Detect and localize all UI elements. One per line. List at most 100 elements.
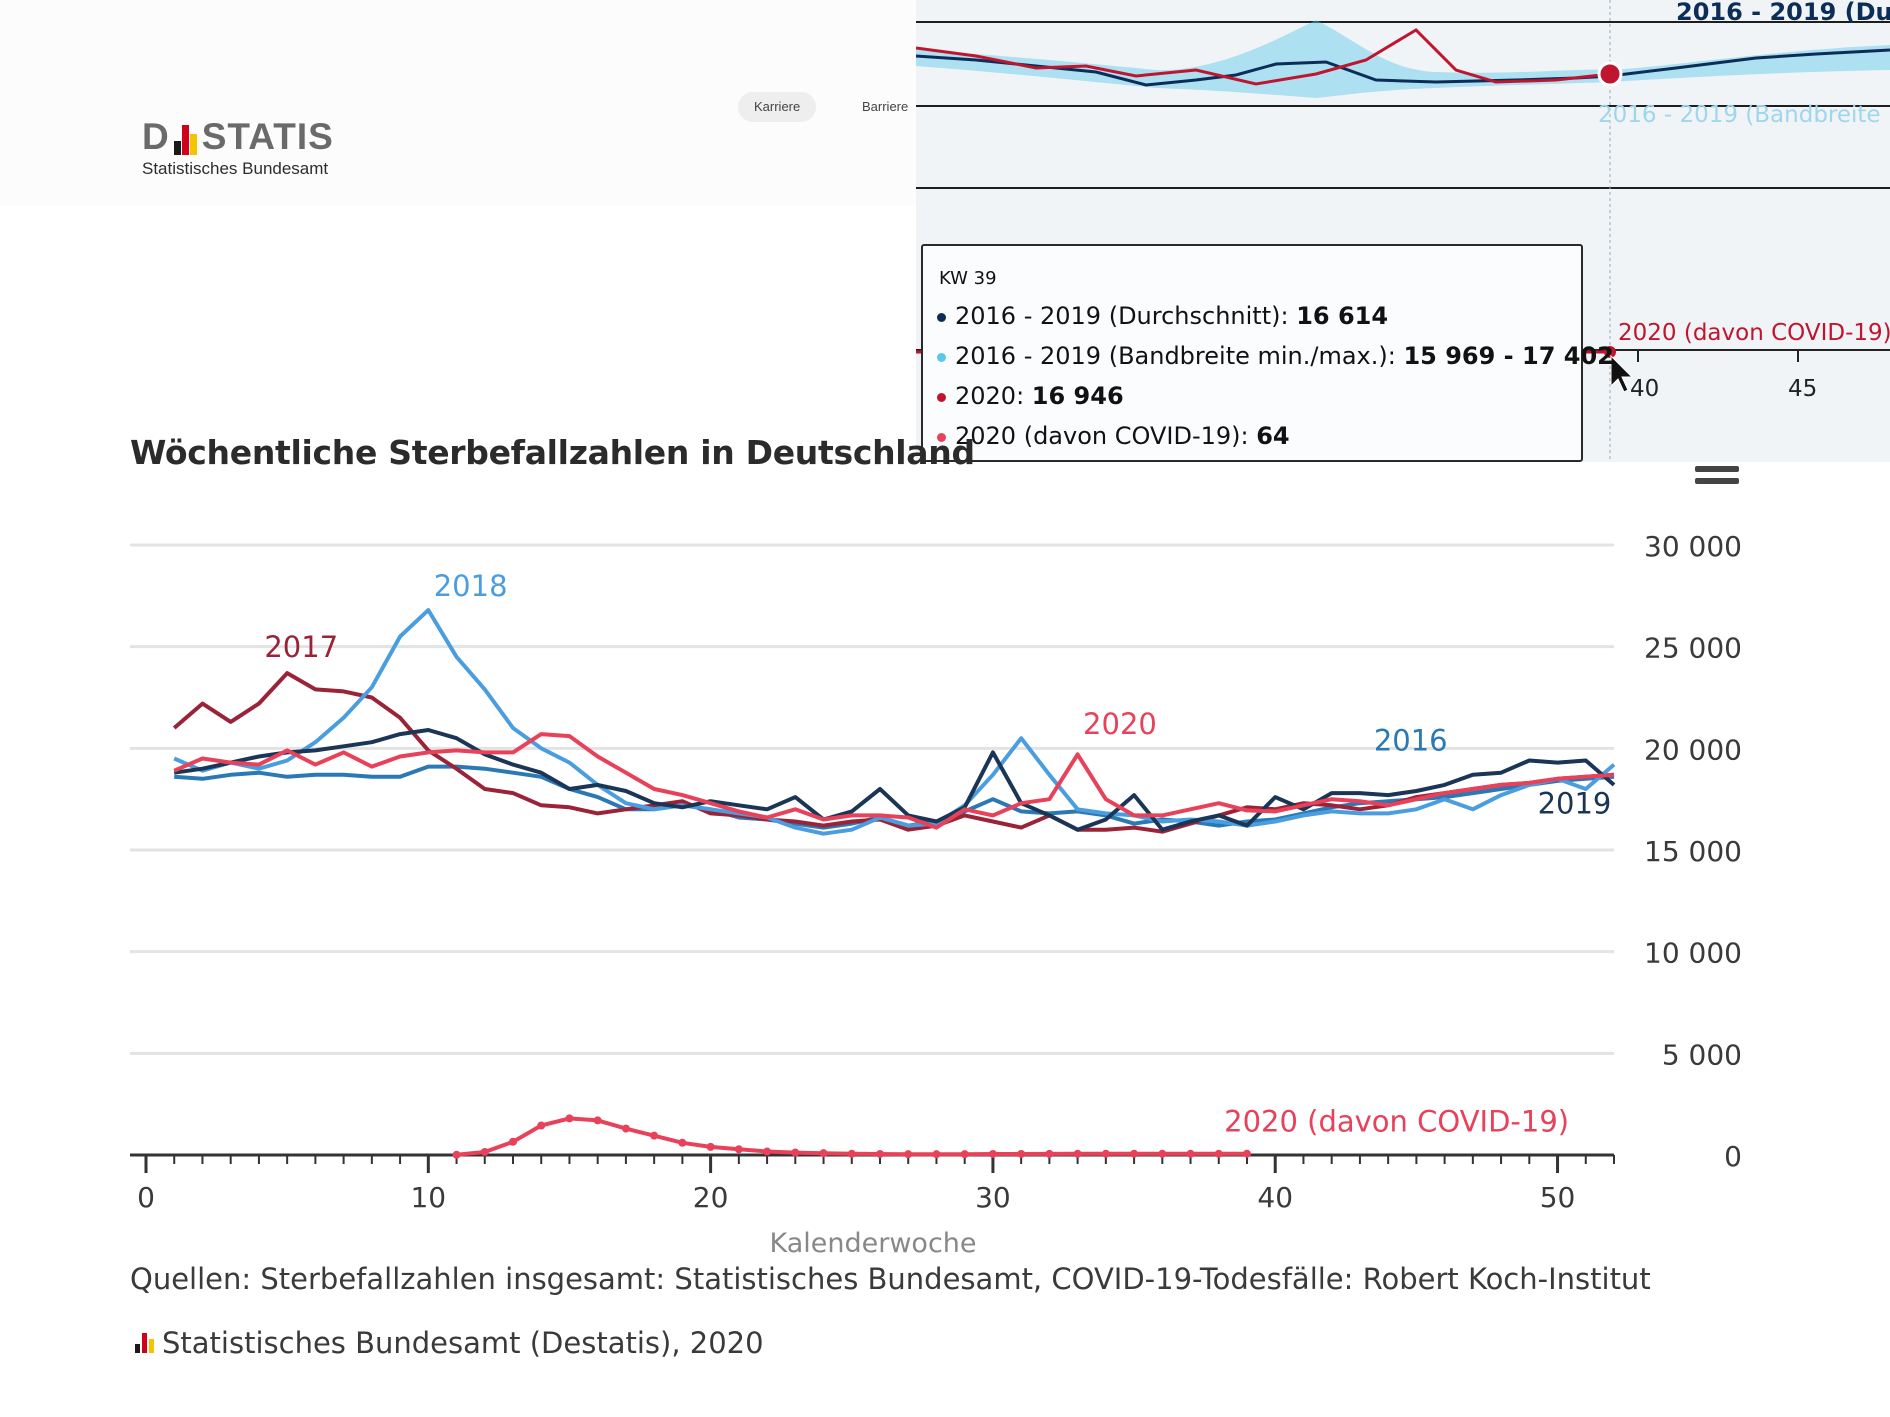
x-tick-label: 0 (137, 1181, 155, 1214)
series-label: 2019 (1538, 786, 1612, 820)
inset-covid-label: 2020 (davon COVID-19) (1618, 320, 1890, 346)
x-tick-label: 30 (975, 1181, 1011, 1214)
tooltip-label: 2020 (davon COVID-19): (955, 422, 1257, 450)
tooltip-dot-icon (937, 352, 946, 362)
series-point-2020-davon-covid-19 (1130, 1149, 1139, 1158)
series-point-2020-davon-covid-19 (960, 1150, 969, 1159)
series-point-2020-davon-covid-19 (904, 1150, 913, 1159)
series-point-2020-davon-covid-19 (537, 1121, 546, 1130)
logo-wordmark: D STATIS (142, 118, 334, 155)
series-label: 2020 (1083, 707, 1157, 741)
inset-band-area (916, 20, 1890, 98)
nav-barriere-link[interactable]: Barriere (862, 99, 909, 114)
inset-avg-line (916, 48, 1890, 87)
series-label: 2018 (434, 569, 508, 603)
tooltip-dot-icon (937, 312, 946, 322)
series-point-2020-davon-covid-19 (1101, 1149, 1110, 1158)
tooltip-dot-icon (937, 392, 946, 402)
y-tick-label: 15 000 (1644, 835, 1742, 868)
nav-karriere-link[interactable]: Karriere (738, 92, 817, 122)
inset-tick-label: 40 (1630, 376, 1659, 402)
logo-text-left: D (142, 116, 170, 157)
series-point-2020-davon-covid-19 (1243, 1149, 1251, 1158)
y-tick-label: 30 000 (1644, 530, 1742, 563)
series-point-2020-davon-covid-19 (847, 1149, 856, 1158)
series-point-2020-davon-covid-19 (452, 1150, 461, 1159)
series-point-2020-davon-covid-19 (1073, 1149, 1082, 1158)
y-tick-label: 0 (1724, 1140, 1742, 1173)
chart-source: Quellen: Sterbefallzahlen insgesamt: Sta… (130, 1262, 1651, 1296)
tooltip-week: KW 39 (939, 268, 997, 289)
logo-text-right: STATIS (201, 116, 334, 157)
tooltip-label: 2016 - 2019 (Bandbreite min./max.): (955, 342, 1404, 370)
tooltip-row-band: 2016 - 2019 (Bandbreite min./max.): 15 9… (937, 342, 1614, 370)
tooltip-row-covid: 2020 (davon COVID-19): 64 (937, 422, 1290, 450)
inset-avg-label: 2016 - 2019 (Durch (1676, 0, 1890, 26)
series-label: 2016 (1374, 723, 1448, 757)
series-point-2020-davon-covid-19 (509, 1137, 517, 1146)
series-point-2020-davon-covid-19 (1045, 1149, 1054, 1158)
chart-copyright: Statistisches Bundesamt (Destatis), 2020 (130, 1326, 764, 1360)
y-tick-label: 20 000 (1644, 733, 1742, 766)
tooltip-label: 2020: (955, 382, 1032, 410)
series-point-2020-davon-covid-19 (678, 1138, 687, 1147)
y-tick-label: 25 000 (1644, 632, 1742, 665)
inset-tick-label: 45 (1788, 376, 1817, 402)
series-layer (172, 608, 1616, 1159)
series-point-2020-davon-covid-19 (621, 1124, 630, 1133)
destatis-mini-logo-icon (134, 1333, 156, 1353)
x-tick-label: 20 (693, 1181, 729, 1214)
logo-subtitle: Statistisches Bundesamt (142, 159, 329, 178)
tooltip-value: 16 946 (1031, 382, 1124, 410)
series-point-2020-davon-covid-19 (988, 1149, 997, 1158)
series-point-2020-davon-covid-19 (1214, 1149, 1223, 1158)
x-tick-label: 40 (1257, 1181, 1293, 1214)
x-axis-label: Kalenderwoche (769, 1228, 976, 1259)
series-point-2020-davon-covid-19 (1017, 1149, 1026, 1158)
series-point-2020-davon-covid-19 (932, 1150, 941, 1159)
series-point-2020-davon-covid-19 (593, 1116, 602, 1125)
inset-2020-line (916, 28, 1611, 86)
y-tick-label: 10 000 (1644, 937, 1742, 970)
series-line-2020-davon-covid-19 (456, 1116, 1248, 1157)
inset-band-label: 2016 - 2019 (Bandbreite (1598, 102, 1881, 128)
chart-tooltip: KW 39 2016 - 2019 (Durchschnitt): 16 614… (921, 244, 1614, 462)
series-point-2020-davon-covid-19 (706, 1142, 715, 1151)
x-tick-label: 10 (410, 1181, 446, 1214)
series-point-2020-davon-covid-19 (650, 1131, 659, 1140)
series-line-2019 (173, 728, 1616, 832)
tooltip-dot-icon (937, 432, 946, 442)
series-point-2020-davon-covid-19 (791, 1148, 800, 1157)
series-label: 2017 (264, 630, 338, 664)
series-point-2020-davon-covid-19 (565, 1114, 574, 1123)
inset-2020-marker (1597, 61, 1623, 87)
series-point-2020-davon-covid-19 (1158, 1149, 1167, 1158)
series-line-2020 (173, 732, 1615, 830)
hamburger-menu-icon[interactable] (1695, 466, 1739, 488)
destatis-logo[interactable]: D STATIS Statistisches Bundesamt (142, 118, 334, 179)
chart-title: Wöchentliche Sterbefallzahlen in Deutsch… (130, 433, 975, 472)
tooltip-row-2020: 2020: 16 946 (937, 382, 1124, 410)
series-point-2020-davon-covid-19 (1186, 1149, 1195, 1158)
mouse-cursor-icon (1610, 354, 1634, 393)
series-point-2020-davon-covid-19 (819, 1149, 828, 1158)
series-point-2020-davon-covid-19 (734, 1145, 743, 1154)
tooltip-value: 15 969 - 17 402 (1403, 342, 1614, 370)
x-tick-label: 50 (1540, 1181, 1576, 1214)
series-label: 2020 (davon COVID-19) (1224, 1105, 1569, 1139)
grid-layer (130, 543, 1614, 1055)
series-point-2020-davon-covid-19 (480, 1147, 489, 1156)
series-point-2020-davon-covid-19 (876, 1149, 884, 1158)
y-tick-label: 5 000 (1662, 1038, 1742, 1071)
tooltip-label: 2016 - 2019 (Durchschnitt): (955, 302, 1297, 330)
axis-layer: 0 5 000 10 000 15 000 20 000 25 000 30 000 0 10 2… (130, 530, 1742, 1259)
tooltip-value: 16 614 (1296, 302, 1389, 330)
series-line-2017 (172, 671, 1615, 834)
label-layer: 2017 2018 2020 2016 2019 2020 (davon COVID-19… (264, 569, 1611, 1139)
logo-bars-icon (172, 125, 200, 155)
series-line-2018 (173, 608, 1616, 836)
series-point-2020-davon-covid-19 (763, 1147, 772, 1156)
copyright-text: Statistisches Bundesamt (Destatis), 2020 (162, 1326, 764, 1360)
tooltip-value: 64 (1256, 422, 1290, 450)
